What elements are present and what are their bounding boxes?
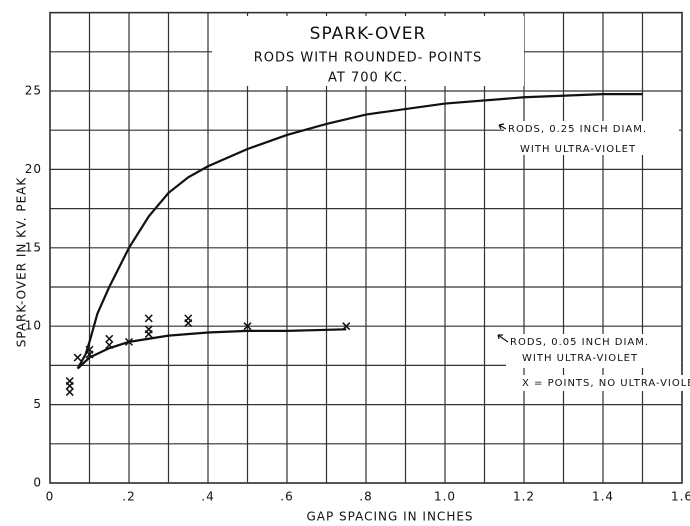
curve [76, 93, 643, 370]
x-marker [105, 334, 114, 343]
x-tick-label: .4 [201, 490, 214, 504]
series-note: WITH ULTRA-VIOLET [522, 353, 638, 364]
x-marker [184, 314, 193, 323]
chart-subtitle: AT 700 KC. [328, 71, 408, 86]
x-marker [243, 322, 252, 331]
label-bg [518, 375, 690, 391]
y-tick-label: 15 [25, 240, 42, 254]
x-tick-label: 1.6 [671, 490, 690, 504]
x-tick-label: 0 [46, 490, 55, 504]
x-marker [144, 314, 153, 323]
arrow [497, 334, 509, 343]
chart-subtitle: RODS WITH ROUNDED- POINTS [254, 51, 483, 66]
title-box [212, 16, 524, 86]
y-tick-label: 25 [25, 84, 42, 98]
x-marker [73, 353, 82, 362]
series-label: RODS, 0.25 INCH DIAM. [508, 124, 647, 135]
x-axis-label: GAP SPACING IN INCHES [306, 510, 473, 524]
x-tick-label: .6 [280, 490, 293, 504]
x-tick-label: 1.2 [513, 490, 535, 504]
x-tick-label: 1.4 [592, 490, 614, 504]
y-tick-label: 5 [33, 397, 42, 411]
x-marker [144, 325, 153, 334]
y-axis-label: SPARK-OVER IN KV. PEAK [15, 177, 29, 348]
series-note: WITH ULTRA-VIOLET [520, 144, 636, 155]
y-tick-label: 20 [25, 162, 42, 176]
curve [76, 328, 347, 370]
x-marker [85, 345, 94, 354]
x-tick-label: 1.0 [434, 490, 456, 504]
x-marker [342, 322, 351, 331]
x-tick-label: .2 [122, 490, 135, 504]
y-tick-label: 0 [33, 476, 42, 490]
arrow [498, 123, 507, 130]
chart-title: SPARK-OVER [310, 24, 427, 44]
x-tick-label: .8 [359, 490, 372, 504]
x-marker [105, 340, 114, 350]
y-tick-label: 10 [25, 319, 42, 333]
x-marker [65, 388, 74, 397]
x-marker [65, 377, 74, 386]
label-bg [504, 121, 679, 155]
x-marker [124, 337, 134, 346]
label-bg [506, 334, 681, 368]
series-label: RODS, 0.05 INCH DIAM. [510, 337, 649, 348]
series-label: X = POINTS, NO ULTRA-VIOLET [522, 378, 690, 389]
